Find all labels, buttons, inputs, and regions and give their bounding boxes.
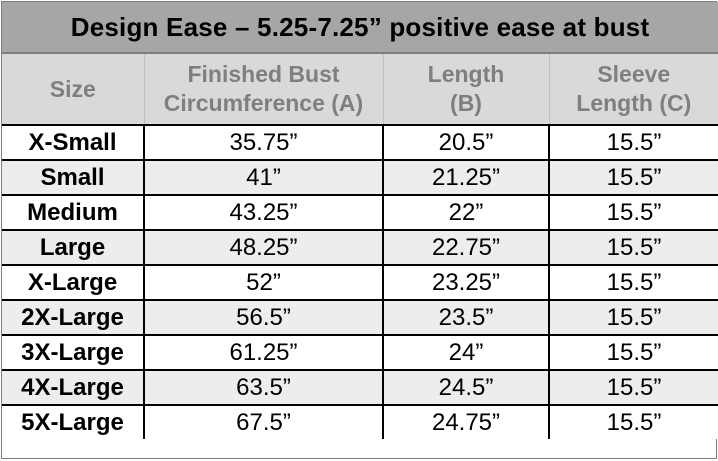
bust-cell: 61.25” xyxy=(143,334,384,371)
table-row: 4X-Large 63.5” 24.5” 15.5” xyxy=(2,369,718,406)
bust-cell: 52” xyxy=(143,264,384,301)
table-body: X-Small 35.75” 20.5” 15.5” Small 41” 21.25” 15.… xyxy=(2,124,718,439)
size-cell: 2X-Large xyxy=(2,299,145,336)
sleeve-cell: 15.5” xyxy=(547,229,718,266)
header-bust-line2: Circumference (A) xyxy=(163,90,364,116)
table-row: Medium 43.25” 22” 15.5” xyxy=(2,194,718,231)
header-bust-line1: Finished Bust xyxy=(187,61,340,87)
size-cell: Medium xyxy=(2,194,145,231)
table-title: Design Ease – 5.25-7.25” positive ease a… xyxy=(2,2,718,54)
length-cell: 24” xyxy=(382,334,550,371)
table-row: X-Large 52” 23.25” 15.5” xyxy=(2,264,718,301)
sleeve-cell: 15.5” xyxy=(547,299,718,336)
table-row: Large 48.25” 22.75” 15.5” xyxy=(2,229,718,266)
table-row: 2X-Large 56.5” 23.5” 15.5” xyxy=(2,299,718,336)
length-cell: 20.5” xyxy=(382,124,550,161)
length-cell: 23.25” xyxy=(382,264,550,301)
length-cell: 24.5” xyxy=(382,369,550,406)
table-row: X-Small 35.75” 20.5” 15.5” xyxy=(2,124,718,161)
header-sleeve-line1: Sleeve xyxy=(597,61,671,87)
length-cell: 21.25” xyxy=(382,159,550,196)
size-cell: X-Small xyxy=(2,124,145,161)
header-length: Length (B) xyxy=(382,52,550,126)
header-length-line1: Length xyxy=(427,61,505,87)
bust-cell: 35.75” xyxy=(143,124,384,161)
table-row: 5X-Large 67.5” 24.75” 15.5” xyxy=(2,404,718,439)
sleeve-cell: 15.5” xyxy=(547,124,718,161)
header-bust: Finished Bust Circumference (A) xyxy=(143,52,384,126)
bust-cell: 67.5” xyxy=(143,404,384,439)
sleeve-cell: 15.5” xyxy=(547,404,718,439)
header-size: Size xyxy=(2,52,145,126)
header-row: Size Finished Bust Circumference (A) Len… xyxy=(2,52,718,126)
length-cell: 24.75” xyxy=(382,404,550,439)
length-cell: 22” xyxy=(382,194,550,231)
length-cell: 22.75” xyxy=(382,229,550,266)
sleeve-cell: 15.5” xyxy=(547,194,718,231)
sleeve-cell: 15.5” xyxy=(547,334,718,371)
bust-cell: 56.5” xyxy=(143,299,384,336)
header-sleeve-line2: Length (C) xyxy=(576,90,692,116)
size-table: Design Ease – 5.25-7.25” positive ease a… xyxy=(2,2,718,439)
table-row: 3X-Large 61.25” 24” 15.5” xyxy=(2,334,718,371)
bust-cell: 63.5” xyxy=(143,369,384,406)
title-row: Design Ease – 5.25-7.25” positive ease a… xyxy=(2,2,718,54)
sleeve-cell: 15.5” xyxy=(547,369,718,406)
size-cell: X-Large xyxy=(2,264,145,301)
table-row: Small 41” 21.25” 15.5” xyxy=(2,159,718,196)
bust-cell: 43.25” xyxy=(143,194,384,231)
size-cell: 4X-Large xyxy=(2,369,145,406)
size-cell: Large xyxy=(2,229,145,266)
header-sleeve: Sleeve Length (C) xyxy=(548,52,718,126)
sleeve-cell: 15.5” xyxy=(547,159,718,196)
bust-cell: 41” xyxy=(143,159,384,196)
bust-cell: 48.25” xyxy=(143,229,384,266)
size-cell: 5X-Large xyxy=(2,404,145,439)
header-size-line1: Size xyxy=(49,75,96,102)
header-length-line2: (B) xyxy=(450,90,482,116)
length-cell: 23.5” xyxy=(382,299,550,336)
size-cell: 3X-Large xyxy=(2,334,145,371)
sleeve-cell: 15.5” xyxy=(547,264,718,301)
size-cell: Small xyxy=(2,159,145,196)
